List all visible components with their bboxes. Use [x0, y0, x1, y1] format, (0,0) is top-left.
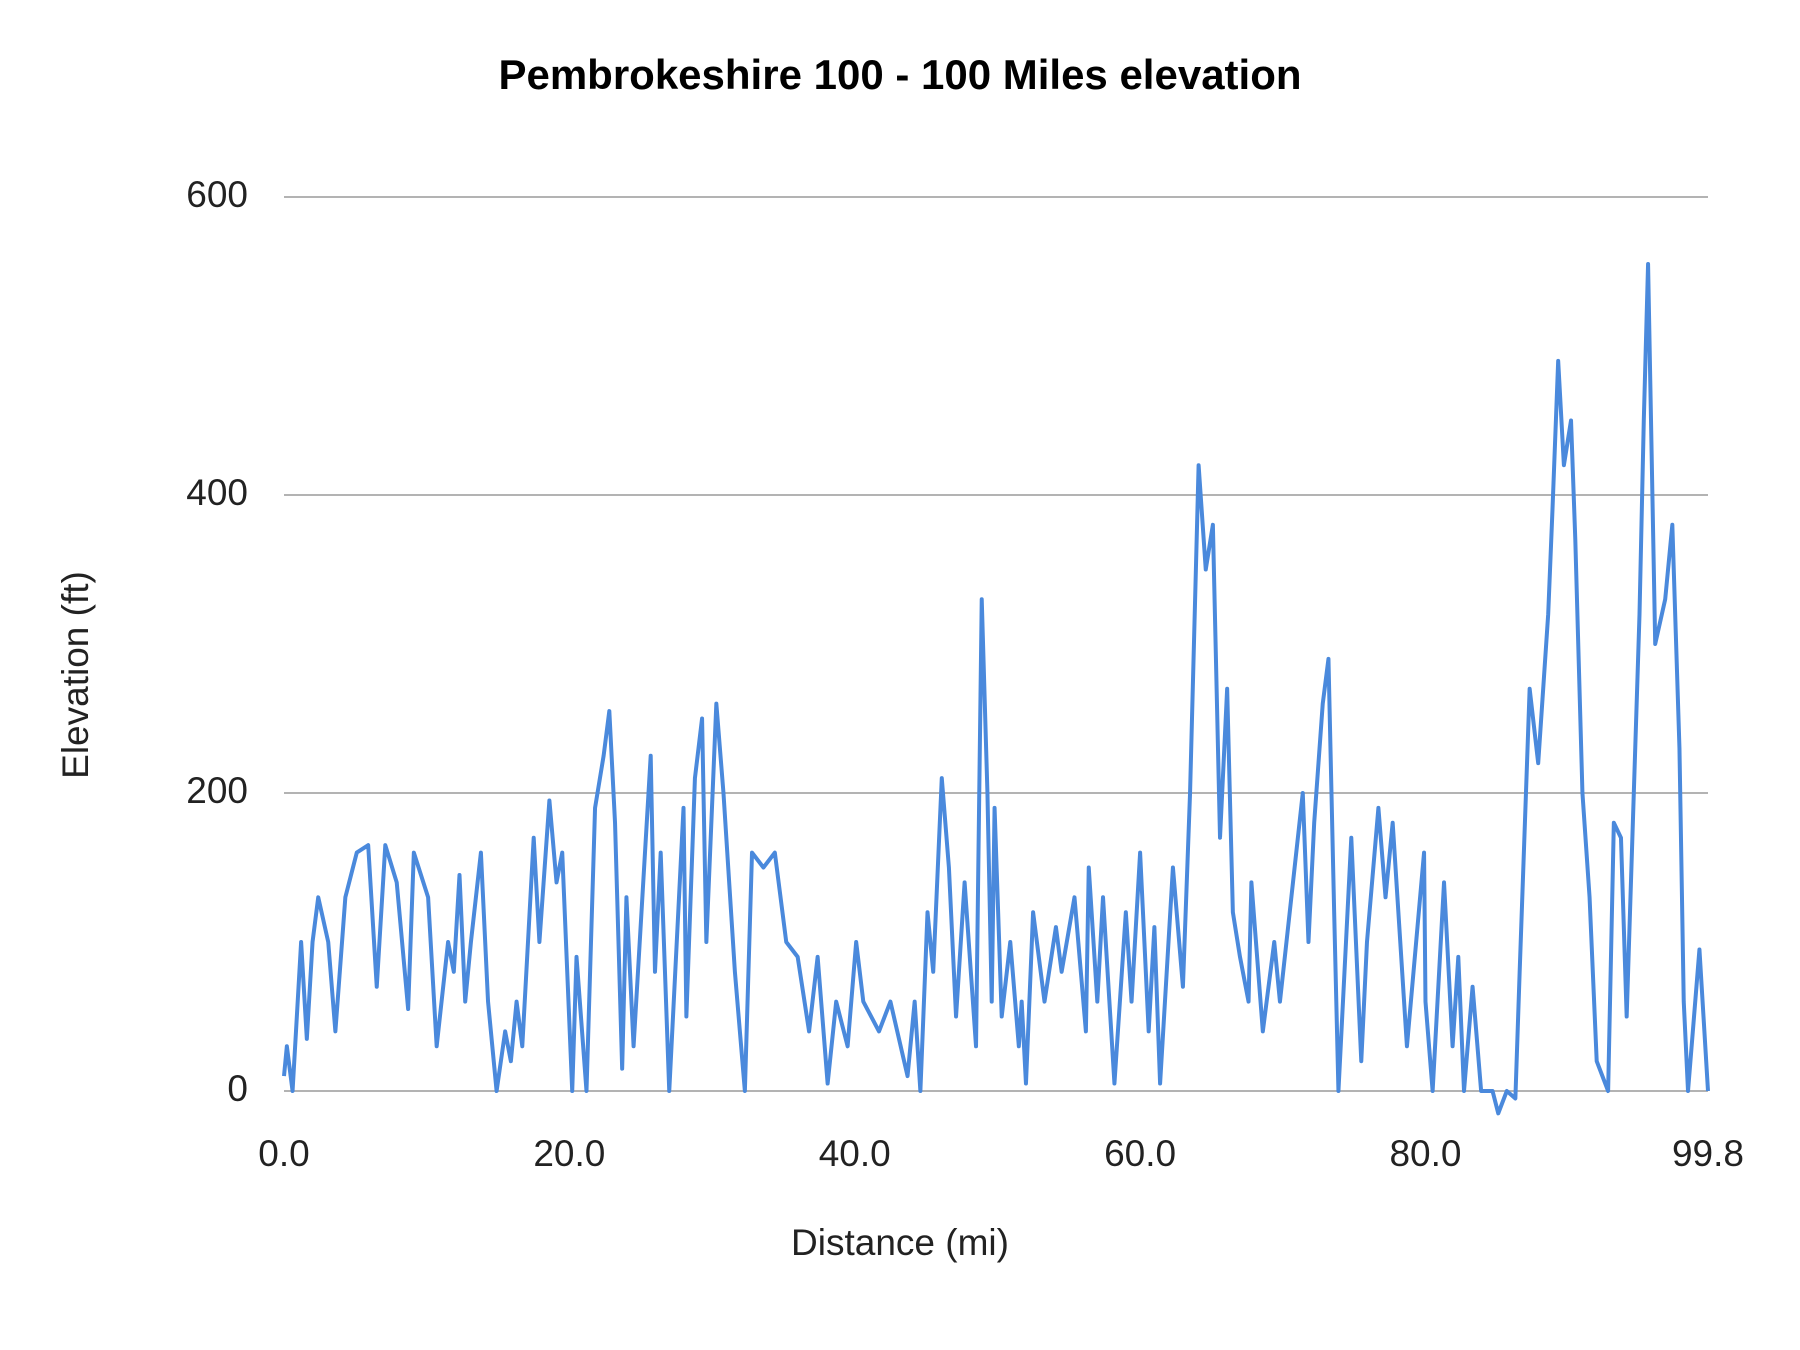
- x-tick-label: 60.0: [1104, 1133, 1176, 1174]
- x-tick-label: 0.0: [258, 1133, 309, 1174]
- y-tick-label: 200: [186, 770, 248, 811]
- y-tick-label: 600: [186, 174, 248, 215]
- elevation-line: [282, 262, 1710, 1116]
- x-axis-title: Distance (mi): [791, 1222, 1009, 1263]
- x-tick-label: 99.8: [1672, 1133, 1744, 1174]
- x-tick-label: 20.0: [533, 1133, 605, 1174]
- chart-title: Pembrokeshire 100 - 100 Miles elevation: [498, 51, 1301, 98]
- y-tick-label: 400: [186, 472, 248, 513]
- x-tick-label: 80.0: [1389, 1133, 1461, 1174]
- y-axis-title: Elevation (ft): [55, 571, 96, 779]
- x-tick-label: 40.0: [819, 1133, 891, 1174]
- y-tick-label: 0: [227, 1068, 248, 1109]
